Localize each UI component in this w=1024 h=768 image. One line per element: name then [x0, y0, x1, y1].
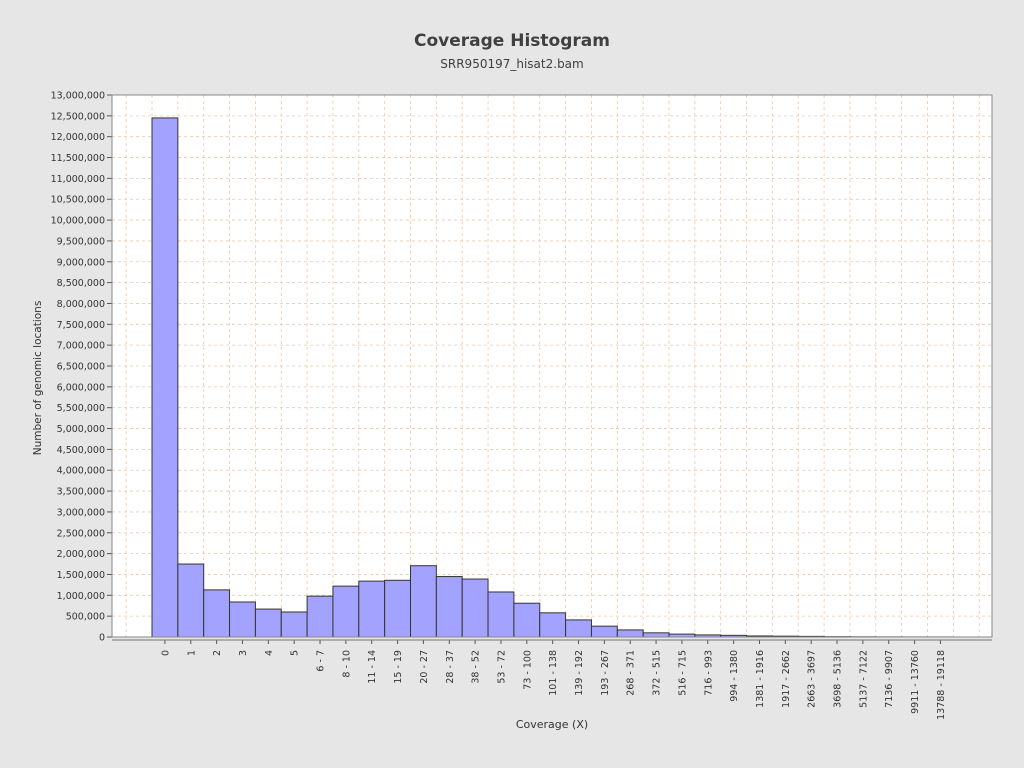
- plot-border: [111, 94, 993, 638]
- y-tick-label: 6,000,000: [57, 382, 105, 393]
- bar: [539, 612, 567, 638]
- x-tick-label: 6 - 7: [316, 650, 327, 672]
- x-tick-label: 268 - 371: [626, 650, 637, 696]
- bar: [461, 578, 489, 638]
- y-axis: 0 500,000 1,000,000 1,500,000 2,000,000 2,500…: [51, 91, 112, 644]
- y-tick-label: 7,000,000: [57, 341, 105, 352]
- x-tick-label: 516 - 715: [677, 650, 688, 696]
- bar: [616, 629, 644, 638]
- y-tick-label: 8,000,000: [57, 299, 105, 310]
- x-tick-label: 0: [160, 650, 171, 656]
- x-tick-label: 3698 - 5136: [833, 650, 844, 708]
- x-tick-label: 716 - 993: [703, 650, 714, 696]
- y-tick-label: 9,500,000: [57, 236, 105, 247]
- y-tick-label: 0: [99, 633, 105, 644]
- x-axis-label: Coverage (X): [516, 718, 588, 731]
- x-tick-label: 994 - 1380: [729, 650, 740, 702]
- x-tick-label: 38 - 52: [471, 650, 482, 684]
- x-tick-label: 8 - 10: [341, 650, 352, 678]
- x-tick-label: 20 - 27: [419, 650, 430, 684]
- x-tick-label: 7136 - 9907: [884, 650, 895, 708]
- y-tick-label: 8,500,000: [57, 278, 105, 289]
- y-axis-label: Number of genomic locations: [32, 301, 44, 456]
- grid-lines: [112, 94, 992, 637]
- x-tick-label: 372 - 515: [652, 650, 663, 696]
- x-tick-label: 15 - 19: [393, 650, 404, 684]
- bar: [254, 608, 282, 638]
- bar: [487, 591, 515, 638]
- y-tick-label: 7,500,000: [57, 320, 105, 331]
- x-tick-label: 1381 - 1916: [755, 650, 766, 708]
- x-tick-label: 73 - 100: [522, 650, 533, 690]
- bar: [590, 625, 618, 638]
- y-tick-label: 9,000,000: [57, 257, 105, 268]
- y-tick-label: 2,500,000: [57, 528, 105, 539]
- bar: [513, 602, 541, 638]
- y-tick-label: 5,500,000: [57, 403, 105, 414]
- x-tick-label: 101 - 138: [548, 650, 559, 696]
- x-tick-label: 193 - 267: [600, 650, 611, 696]
- x-tick-label: 13788 - 19118: [936, 650, 947, 720]
- bar: [177, 563, 205, 638]
- x-tick-label: 3: [238, 650, 249, 656]
- y-tick-label: 6,500,000: [57, 362, 105, 373]
- x-tick-label: 9911 - 13760: [910, 650, 921, 714]
- y-tick-label: 10,500,000: [51, 195, 105, 206]
- x-tick-label: 4: [264, 650, 275, 656]
- bar: [410, 565, 437, 638]
- bar: [384, 579, 411, 638]
- y-tick-label: 4,000,000: [57, 466, 105, 477]
- y-tick-label: 1,500,000: [57, 570, 105, 581]
- y-tick-label: 13,000,000: [51, 91, 105, 102]
- x-tick-label: 2: [212, 650, 223, 656]
- y-tick-label: 11,000,000: [51, 174, 105, 185]
- y-tick-label: 5,000,000: [57, 424, 105, 435]
- bar: [151, 117, 179, 638]
- bar: [203, 589, 231, 638]
- x-tick-label: 11 - 14: [367, 650, 378, 684]
- x-tick-label: 28 - 37: [445, 650, 456, 684]
- y-tick-label: 3,000,000: [57, 507, 105, 518]
- y-tick-label: 10,000,000: [51, 216, 105, 227]
- bar: [358, 580, 386, 638]
- bar: [332, 585, 360, 638]
- bar: [306, 595, 334, 638]
- x-tick-label: 139 - 192: [574, 650, 585, 696]
- bar: [280, 611, 308, 638]
- x-tick-label: 53 - 72: [496, 650, 507, 684]
- y-tick-label: 2,000,000: [57, 549, 105, 560]
- y-tick-label: 1,000,000: [57, 591, 105, 602]
- bar: [435, 576, 463, 638]
- y-tick-label: 3,500,000: [57, 487, 105, 498]
- bar: [229, 601, 256, 638]
- bar: [642, 632, 670, 638]
- chart-subtitle: SRR950197_hisat2.bam: [440, 57, 584, 71]
- x-axis: 0 1 2 3 4 5 6 - 7 8 - 10 11 - 14 15 - 19 20 - 27 28…: [112, 639, 992, 720]
- y-tick-label: 4,500,000: [57, 445, 105, 456]
- x-tick-label: 1917 - 2662: [781, 650, 792, 708]
- bars: [151, 117, 954, 638]
- x-tick-label: 5137 - 7122: [858, 650, 869, 708]
- bar: [565, 619, 592, 638]
- y-tick-label: 500,000: [66, 612, 105, 623]
- y-tick-label: 12,500,000: [51, 111, 105, 122]
- chart-title: Coverage Histogram: [414, 31, 610, 51]
- x-tick-label: 2663 - 3697: [807, 650, 818, 708]
- x-tick-label: 1: [186, 650, 197, 656]
- y-tick-label: 12,000,000: [51, 132, 105, 143]
- y-tick-label: 11,500,000: [51, 153, 105, 164]
- x-tick-label: 5: [290, 650, 301, 656]
